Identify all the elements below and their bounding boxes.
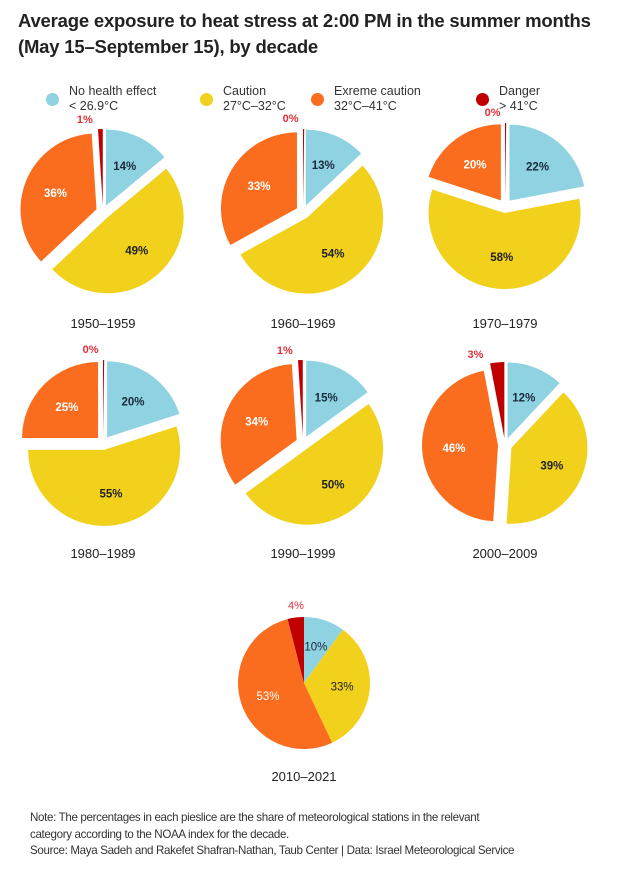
data-label-no-health-effect: 13%: [312, 160, 335, 172]
data-label-danger: 0%: [83, 344, 99, 356]
data-label-no-health-effect: 14%: [113, 161, 136, 173]
decade-label: 1990–1999: [270, 546, 335, 561]
pie-slice-extreme-caution: [238, 619, 333, 749]
data-label-extreme-caution: 53%: [256, 691, 279, 703]
pie-chart-1970-1979: 22% 58% 20% 0% 1970–1979: [428, 107, 585, 331]
data-label-no-health-effect: 10%: [304, 642, 327, 654]
decade-label: 2010–2021: [271, 769, 336, 784]
legend: No health effect < 26.9°C Caution 27°C–3…: [0, 84, 644, 124]
chart-title-line-1: Average exposure to heat stress at 2:00 …: [18, 10, 591, 31]
pie-slice-caution: [52, 168, 184, 294]
pie-slice-extreme-caution: [422, 370, 499, 522]
chart-title-line-2: (May 15–September 15), by decade: [18, 36, 319, 57]
decade-label: 1970–1979: [472, 316, 537, 331]
pie-slice-caution: [240, 165, 384, 294]
data-label-danger: 4%: [288, 600, 304, 612]
legend-range: 32°C–41°C: [334, 99, 397, 113]
note-line-1: Note: The percentages in each pieslice a…: [30, 811, 480, 824]
pie-slice-extreme-caution: [220, 364, 297, 485]
footnote: Note: The percentages in each pieslice a…: [30, 810, 640, 860]
pie-slice-no-health-effect: [305, 129, 362, 206]
source-line: Source: Maya Sadeh and Rakefet Shafran-N…: [30, 844, 515, 857]
legend-label: Exreme caution: [334, 84, 421, 98]
note-line-2: category according to the NOAA index for…: [30, 827, 289, 841]
legend-range: < 26.9°C: [69, 99, 119, 113]
legend-label: No health effect: [69, 84, 157, 98]
pie-charts: 14% 49% 36% 1% 1950–1959 13% 54% 33% 0% 1960–1969…: [20, 107, 588, 784]
data-label-caution: 55%: [99, 488, 122, 500]
pie-slice-extreme-caution: [428, 124, 501, 201]
data-label-caution: 49%: [125, 245, 148, 257]
data-label-extreme-caution: 20%: [463, 160, 486, 172]
data-label-caution: 54%: [322, 248, 345, 260]
pie-slice-caution: [245, 403, 384, 525]
data-label-extreme-caution: 34%: [245, 416, 268, 428]
data-label-no-health-effect: 15%: [315, 392, 338, 404]
legend-item-caution: Caution 27°C–32°C: [200, 84, 286, 114]
pie-slice-danger: [505, 123, 507, 199]
pie-chart-2000-2009: 12% 39% 46% 3% 2000–2009: [422, 349, 588, 561]
pie-slice-extreme-caution: [20, 133, 97, 262]
legend-swatch-danger: [476, 93, 489, 106]
legend-swatch-no-health-effect: [46, 93, 59, 106]
pie-chart-1960-1969: 13% 54% 33% 0% 1960–1969: [220, 113, 384, 331]
pie-slice-danger: [287, 617, 304, 683]
pie-chart-1990-1999: 15% 50% 34% 1% 1990–1999: [220, 345, 384, 561]
data-label-extreme-caution: 36%: [44, 188, 67, 200]
data-label-no-health-effect: 22%: [526, 162, 549, 174]
data-label-no-health-effect: 20%: [122, 397, 145, 409]
pie-slice-no-health-effect: [107, 361, 180, 438]
pie-slice-no-health-effect: [105, 129, 165, 206]
chart-title: Average exposure to heat stress at 2:00 …: [18, 8, 628, 60]
data-label-caution: 39%: [540, 460, 563, 472]
pie-slice-no-health-effect: [507, 362, 560, 439]
legend-item-extreme-caution: Exreme caution 32°C–41°C: [311, 84, 421, 114]
data-label-extreme-caution: 25%: [55, 402, 78, 414]
pie-slice-danger: [490, 362, 505, 439]
pie-slice-caution: [506, 392, 588, 524]
data-label-caution: 33%: [331, 682, 354, 694]
data-label-caution: 58%: [490, 252, 513, 264]
pie-slice-caution: [304, 629, 371, 743]
pie-chart-1950-1959: 14% 49% 36% 1% 1950–1959: [20, 114, 184, 331]
pie-slice-no-health-effect: [304, 617, 343, 683]
data-label-danger: 3%: [468, 349, 484, 361]
pie-slice-danger: [298, 360, 303, 437]
pie-slice-danger: [303, 129, 305, 205]
pie-slice-no-health-effect: [509, 124, 585, 201]
pie-slice-no-health-effect: [306, 360, 368, 437]
legend-range: 27°C–32°C: [223, 99, 286, 113]
data-label-danger: 1%: [77, 114, 93, 126]
decade-label: 2000–2009: [472, 546, 537, 561]
data-label-danger: 0%: [485, 107, 501, 119]
legend-item-no-health-effect: No health effect < 26.9°C: [46, 84, 156, 114]
data-label-caution: 50%: [322, 479, 345, 491]
legend-label: Danger: [499, 84, 540, 98]
decade-label: 1950–1959: [70, 316, 135, 331]
legend-item-danger: Danger > 41°C: [476, 84, 540, 114]
legend-label: Caution: [223, 84, 267, 98]
pie-chart-1980-1989: 20% 55% 25% 0% 1980–1989: [22, 344, 181, 561]
pie-slice-danger: [103, 360, 105, 436]
data-label-danger: 1%: [277, 345, 293, 357]
legend-swatch-caution: [200, 93, 213, 106]
data-label-danger: 0%: [283, 113, 299, 125]
data-label-extreme-caution: 33%: [248, 181, 271, 193]
pie-slice-caution: [28, 426, 181, 526]
pie-slice-extreme-caution: [220, 132, 297, 246]
legend-range: > 41°C: [499, 99, 538, 113]
legend-swatch-extreme-caution: [311, 93, 324, 106]
pie-slice-extreme-caution: [22, 362, 99, 439]
decade-label: 1980–1989: [70, 546, 135, 561]
decade-label: 1960–1969: [270, 316, 335, 331]
pie-slice-danger: [98, 129, 103, 206]
data-label-extreme-caution: 46%: [443, 443, 466, 455]
pie-slice-caution: [428, 189, 581, 289]
data-label-no-health-effect: 12%: [512, 393, 535, 405]
pie-chart-2010-2021: 10% 33% 53% 4% 2010–2021: [238, 600, 371, 784]
